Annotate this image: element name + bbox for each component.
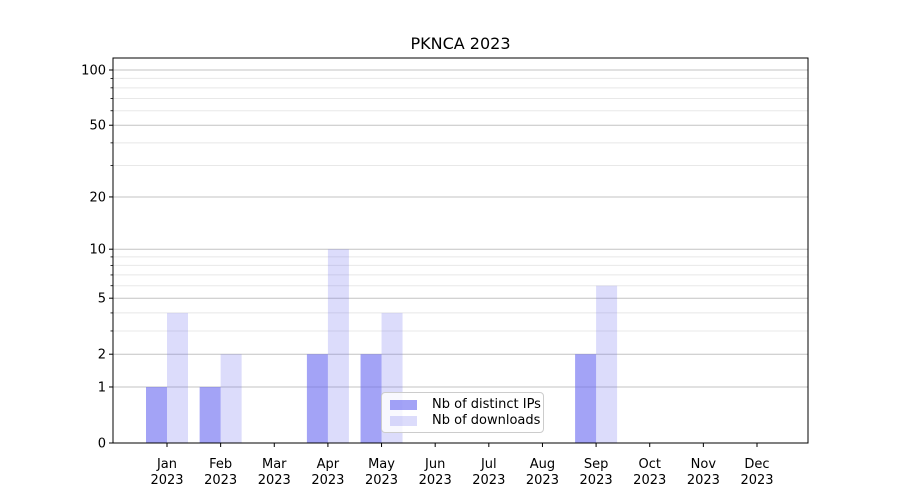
x-tick-label-year: 2023 — [740, 473, 773, 488]
x-tick-label-year: 2023 — [687, 473, 720, 488]
y-tick-label: 5 — [98, 292, 106, 307]
bar-distinct-ips-jan — [146, 386, 167, 443]
x-tick-label-month: Oct — [638, 457, 660, 472]
chart-title: PKNCA 2023 — [410, 34, 511, 53]
x-tick-label-year: 2023 — [419, 473, 452, 488]
bar-distinct-ips-sep — [575, 354, 597, 443]
legend-label-downloads: Nb of downloads — [432, 413, 541, 428]
x-tick-label-month: Feb — [209, 457, 232, 472]
x-tick-label-month: Jun — [424, 457, 445, 472]
x-tick-label-month: Apr — [317, 457, 340, 472]
bar-downloads-jan — [167, 312, 188, 443]
bar-downloads-apr — [327, 249, 349, 443]
legend-swatch-distinct-ips — [390, 399, 417, 410]
x-tick-label-year: 2023 — [580, 473, 613, 488]
y-tick-label: 50 — [89, 119, 106, 134]
y-tick-label: 10 — [89, 243, 106, 258]
x-tick-label-year: 2023 — [150, 473, 183, 488]
bar-distinct-ips-may — [360, 354, 382, 443]
y-tick-label: 0 — [98, 437, 106, 452]
legend-label-distinct-ips: Nb of distinct IPs — [432, 397, 541, 412]
x-tick-label-year: 2023 — [365, 473, 398, 488]
x-tick-label-month: Jul — [480, 457, 497, 472]
x-tick-label-year: 2023 — [258, 473, 291, 488]
x-tick-label-month: May — [368, 457, 395, 472]
legend-row-downloads: Nb of downloads — [390, 413, 540, 428]
bar-downloads-feb — [220, 354, 242, 443]
x-tick-label-year: 2023 — [526, 473, 559, 488]
plot-spines — [112, 57, 809, 444]
legend-swatch-downloads — [390, 415, 417, 426]
x-tick-label-year: 2023 — [311, 473, 344, 488]
bar-downloads-sep — [596, 285, 618, 443]
x-tick-label-month: Dec — [744, 457, 769, 472]
y-tick-label: 1 — [98, 380, 106, 395]
y-tick-label: 20 — [89, 190, 106, 205]
x-tick-label-month: Jan — [156, 457, 177, 472]
legend: Nb of distinct IPs Nb of downloads — [381, 392, 544, 433]
bar-distinct-ips-apr — [306, 354, 328, 443]
x-tick-label-year: 2023 — [633, 473, 666, 488]
x-tick-label-month: Mar — [262, 457, 287, 472]
y-tick-label: 2 — [98, 348, 106, 363]
x-tick-label-year: 2023 — [204, 473, 237, 488]
y-tick-label: 100 — [81, 64, 106, 79]
bar-distinct-ips-feb — [199, 386, 221, 443]
x-tick-label-month: Aug — [530, 457, 555, 472]
x-tick-label-month: Nov — [691, 457, 717, 472]
legend-row-distinct-ips: Nb of distinct IPs — [390, 397, 541, 412]
x-tick-label-month: Sep — [584, 457, 609, 472]
x-tick-label-year: 2023 — [472, 473, 505, 488]
